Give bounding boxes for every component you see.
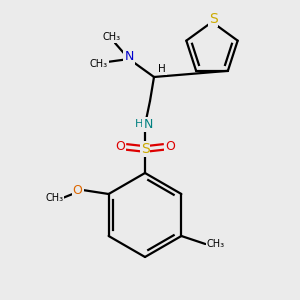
Text: N: N <box>143 118 153 130</box>
Text: S: S <box>208 12 217 26</box>
Text: O: O <box>73 184 82 196</box>
Text: O: O <box>115 140 125 154</box>
Text: CH₃: CH₃ <box>90 59 108 69</box>
Text: H: H <box>135 119 143 129</box>
Text: N: N <box>124 50 134 64</box>
Text: S: S <box>141 142 149 156</box>
Text: CH₃: CH₃ <box>103 32 121 42</box>
Text: CH₃: CH₃ <box>46 193 64 203</box>
Text: H: H <box>158 64 166 74</box>
Text: CH₃: CH₃ <box>206 239 224 249</box>
Text: O: O <box>165 140 175 154</box>
